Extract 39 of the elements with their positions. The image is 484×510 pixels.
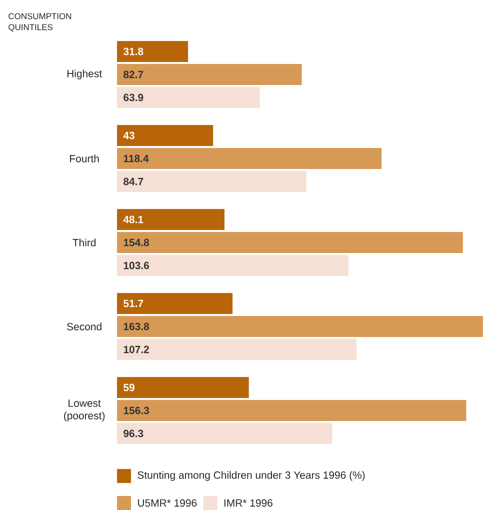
bar — [117, 316, 483, 337]
legend-label: U5MR* 1996 — [138, 499, 197, 507]
y-tick-label: Highest — [67, 70, 102, 80]
y-tick-label: Third — [72, 238, 96, 246]
legend-label: IMR* 1996 — [224, 499, 272, 507]
y-tick-label: Lowest (poorest) — [64, 400, 105, 422]
bar — [117, 86, 260, 108]
bar — [117, 292, 233, 314]
bar — [117, 171, 306, 192]
data-label: 31.8 — [123, 48, 144, 56]
data-label: 63.9 — [124, 94, 144, 102]
data-label: 103.6 — [124, 262, 149, 270]
bar — [117, 124, 214, 146]
bar — [117, 400, 466, 421]
bar — [117, 423, 332, 444]
data-label: 118.4 — [124, 154, 149, 162]
bar — [117, 254, 348, 276]
bar — [117, 232, 463, 253]
bar — [117, 40, 188, 62]
data-label: 156.3 — [124, 406, 149, 414]
bar — [117, 338, 357, 360]
bar — [117, 209, 224, 230]
data-label: 59 — [124, 384, 134, 392]
data-label: 163.8 — [124, 322, 150, 330]
y-axis-title: CONSUMPTION QUINTILES — [8, 13, 72, 32]
data-label: 48.1 — [123, 216, 144, 224]
bar — [117, 64, 302, 85]
data-label: 43 — [123, 132, 134, 140]
y-tick-label: Fourth — [70, 154, 99, 162]
data-label: 96.3 — [124, 430, 144, 438]
data-label: 154.8 — [124, 238, 150, 246]
data-label: 82.7 — [124, 70, 144, 78]
data-label: 84.7 — [124, 178, 144, 186]
data-label: 107.2 — [124, 346, 149, 354]
bar — [117, 148, 382, 169]
y-tick-label: Second — [67, 322, 102, 330]
data-label: 51.7 — [124, 300, 144, 308]
legend-label: Stunting among Children under 3 Years 1996 (%) — [138, 471, 365, 481]
bar — [117, 377, 249, 398]
